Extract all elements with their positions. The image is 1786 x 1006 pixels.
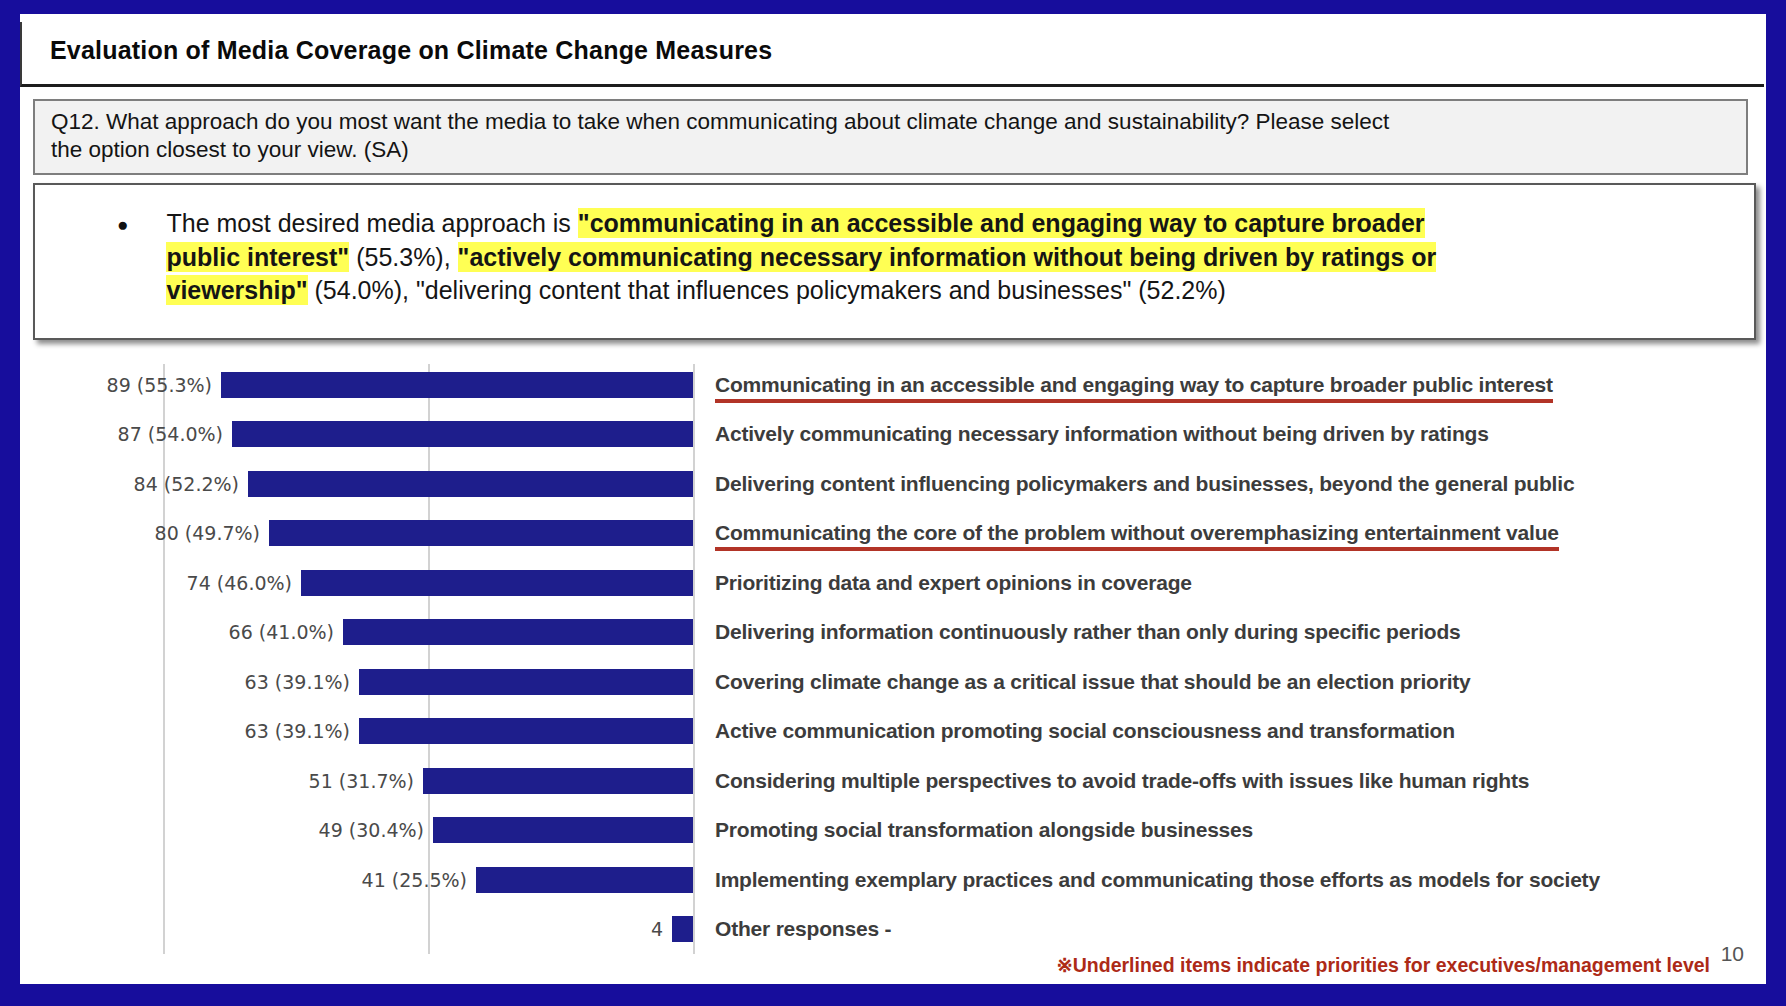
bar-chart: 89 (55.3%) Communicating in an accessibl… xyxy=(20,360,1766,956)
bar-plot-cell: 66 (41.0%) xyxy=(20,619,693,645)
chart-row: 66 (41.0%) Delivering information contin… xyxy=(20,608,1766,658)
bar-category-label: Communicating in an accessible and engag… xyxy=(715,373,1553,403)
bar-category-label: Active communication promoting social co… xyxy=(715,719,1455,742)
bar-category-label: Implementing exemplary practices and com… xyxy=(715,868,1600,891)
chart-row: 84 (52.2%) Delivering content influencin… xyxy=(20,459,1766,509)
plain-text: (54.0%), "delivering content that influe… xyxy=(308,276,1226,304)
bar-category-cell: Implementing exemplary practices and com… xyxy=(715,868,1600,892)
bar-plot-cell: 51 (31.7%) xyxy=(20,768,693,794)
bar-category-cell: Considering multiple perspectives to avo… xyxy=(715,769,1529,793)
bar-category-cell: Other responses - xyxy=(715,917,891,941)
plain-text: The most desired media approach is xyxy=(166,209,577,237)
chart-row: 51 (31.7%) Considering multiple perspect… xyxy=(20,756,1766,806)
bar-value-label: 74 (46.0%) xyxy=(187,572,292,594)
bar-category-label: Delivering information continuously rath… xyxy=(715,620,1461,643)
bullet-icon: ● xyxy=(117,215,128,234)
page-title: Evaluation of Media Coverage on Climate … xyxy=(22,22,1764,65)
chart-row: 87 (54.0%) Actively communicating necess… xyxy=(20,410,1766,460)
bar-category-cell: Communicating the core of the problem wi… xyxy=(715,521,1559,545)
bar-category-label: Actively communicating necessary informa… xyxy=(715,422,1489,445)
bar xyxy=(359,669,693,695)
bar xyxy=(476,867,693,893)
slide: Evaluation of Media Coverage on Climate … xyxy=(0,0,1786,1006)
summary-box: ● The most desired media approach is "co… xyxy=(33,183,1756,340)
chart-row: 63 (39.1%) Covering climate change as a … xyxy=(20,657,1766,707)
bar-category-cell: Covering climate change as a critical is… xyxy=(715,670,1471,694)
bar xyxy=(343,619,693,645)
bar-value-label: 63 (39.1%) xyxy=(245,671,350,693)
bar-value-label: 41 (25.5%) xyxy=(362,869,467,891)
chart-row: 4 Other responses - xyxy=(20,905,1766,955)
bar-plot-cell: 49 (30.4%) xyxy=(20,817,693,843)
bar-value-label: 84 (52.2%) xyxy=(134,473,239,495)
bar-value-label: 63 (39.1%) xyxy=(245,720,350,742)
bar-plot-cell: 87 (54.0%) xyxy=(20,421,693,447)
question-line-1: Q12. What approach do you most want the … xyxy=(51,108,1730,136)
title-block: Evaluation of Media Coverage on Climate … xyxy=(20,22,1764,87)
bar-category-cell: Active communication promoting social co… xyxy=(715,719,1455,743)
page-number: 10 xyxy=(1721,942,1744,966)
chart-row: 80 (49.7%) Communicating the core of the… xyxy=(20,509,1766,559)
bar-category-label: Prioritizing data and expert opinions in… xyxy=(715,571,1192,594)
bar xyxy=(301,570,693,596)
bar-category-label: Other responses - xyxy=(715,917,891,940)
bar-value-label: 49 (30.4%) xyxy=(319,819,424,841)
bar xyxy=(269,520,693,546)
bar-category-cell: Actively communicating necessary informa… xyxy=(715,422,1489,446)
highlighted-text: "actively communicating necessary inform… xyxy=(458,242,1437,272)
highlighted-text: public interest" xyxy=(166,242,349,272)
bar-category-label: Delivering content influencing policymak… xyxy=(715,472,1574,495)
question-box: Q12. What approach do you most want the … xyxy=(33,99,1748,175)
summary-text: The most desired media approach is "comm… xyxy=(166,207,1436,308)
bar-category-cell: Communicating in an accessible and engag… xyxy=(715,373,1553,397)
bar-category-label: Covering climate change as a critical is… xyxy=(715,670,1471,693)
bar xyxy=(221,372,693,398)
bar-value-label: 51 (31.7%) xyxy=(309,770,414,792)
bar-plot-cell: 41 (25.5%) xyxy=(20,867,693,893)
chart-row: 89 (55.3%) Communicating in an accessibl… xyxy=(20,360,1766,410)
bar-category-cell: Delivering content influencing policymak… xyxy=(715,472,1574,496)
bar-value-label: 66 (41.0%) xyxy=(229,621,334,643)
bar-plot-cell: 63 (39.1%) xyxy=(20,669,693,695)
chart-row: 74 (46.0%) Prioritizing data and expert … xyxy=(20,558,1766,608)
bar-value-label: 80 (49.7%) xyxy=(155,522,260,544)
chart-row: 63 (39.1%) Active communication promotin… xyxy=(20,707,1766,757)
bar-plot-cell: 84 (52.2%) xyxy=(20,471,693,497)
bar-plot-cell: 4 xyxy=(20,916,693,942)
plain-text: (55.3%), xyxy=(349,243,457,271)
bar xyxy=(423,768,693,794)
bar-value-label: 4 xyxy=(651,918,663,940)
bar-value-label: 89 (55.3%) xyxy=(107,374,212,396)
bar-plot-cell: 89 (55.3%) xyxy=(20,372,693,398)
bar xyxy=(232,421,693,447)
bar-value-label: 87 (54.0%) xyxy=(118,423,223,445)
bar-category-label: Communicating the core of the problem wi… xyxy=(715,521,1559,551)
bar-plot-cell: 74 (46.0%) xyxy=(20,570,693,596)
bar-plot-cell: 63 (39.1%) xyxy=(20,718,693,744)
highlighted-text: viewership" xyxy=(166,275,307,305)
chart-rows: 89 (55.3%) Communicating in an accessibl… xyxy=(20,360,1766,954)
bar-category-label: Considering multiple perspectives to avo… xyxy=(715,769,1529,792)
bar-plot-cell: 80 (49.7%) xyxy=(20,520,693,546)
bar-category-cell: Promoting social transformation alongsid… xyxy=(715,818,1253,842)
footnote: ※Underlined items indicate priorities fo… xyxy=(1056,954,1710,977)
chart-row: 41 (25.5%) Implementing exemplary practi… xyxy=(20,855,1766,905)
bar xyxy=(359,718,693,744)
bar-category-cell: Prioritizing data and expert opinions in… xyxy=(715,571,1192,595)
bar xyxy=(433,817,693,843)
bar-category-cell: Delivering information continuously rath… xyxy=(715,620,1461,644)
highlighted-text: "communicating in an accessible and enga… xyxy=(578,208,1425,238)
question-line-2: the option closest to your view. (SA) xyxy=(51,136,1730,164)
chart-row: 49 (30.4%) Promoting social transformati… xyxy=(20,806,1766,856)
bar xyxy=(248,471,693,497)
bar xyxy=(672,916,693,942)
bar-category-label: Promoting social transformation alongsid… xyxy=(715,818,1253,841)
